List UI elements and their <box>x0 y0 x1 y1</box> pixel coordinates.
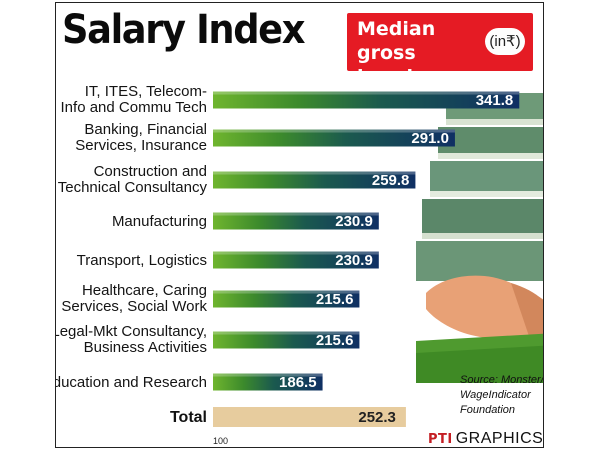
bar <box>213 251 379 269</box>
page-title: Salary Index <box>62 7 305 53</box>
pti-graphics-credit: PTI GRAPHICS <box>428 430 544 447</box>
total-bar <box>213 407 406 427</box>
axis-tick-label: 100 <box>213 436 228 446</box>
category-label: Healthcare, Caring Services, Social Work <box>61 282 207 315</box>
total-value-label: 252.3 <box>358 409 396 426</box>
category-label: Banking, Financial Services, Insurance <box>75 121 207 154</box>
value-label: 259.8 <box>372 172 410 189</box>
bar-highlight <box>213 171 416 175</box>
bar <box>213 212 379 230</box>
category-label: Transport, Logistics <box>77 252 207 269</box>
bar-highlight <box>213 373 323 377</box>
bar-highlight <box>213 251 379 255</box>
bar <box>213 171 416 189</box>
pti-logo: PTI <box>428 432 453 447</box>
bar-highlight <box>213 91 520 95</box>
value-label: 230.9 <box>335 213 373 230</box>
category-label: IT, ITES, Telecom-Info and Commu Tech <box>61 83 207 116</box>
value-label: 215.6 <box>316 332 354 349</box>
value-label: 186.5 <box>279 374 317 391</box>
bar-highlight <box>213 331 360 335</box>
category-label: Education and Research <box>56 374 207 391</box>
infographic-frame: Salary Index Median gross hourly salary … <box>55 2 544 448</box>
value-label: 215.6 <box>316 291 354 308</box>
bar <box>213 331 360 349</box>
value-label: 341.8 <box>476 92 514 109</box>
category-label: Construction and Technical Consultancy <box>58 163 208 196</box>
category-label: Legal-Mkt Consultancy, Business Activitie… <box>56 323 207 356</box>
bar-highlight <box>213 129 455 133</box>
unit-badge: (in₹) <box>485 28 525 55</box>
bar <box>213 129 455 147</box>
source-note: Source: Monster/ WageIndicator Foundatio… <box>460 374 544 416</box>
bar-highlight <box>213 290 360 294</box>
bar <box>213 91 520 109</box>
grass-ground <box>416 333 543 383</box>
value-label: 230.9 <box>335 252 373 269</box>
category-label: Manufacturing <box>112 213 207 230</box>
bar <box>213 290 360 308</box>
total-label: Total <box>170 409 207 426</box>
credit-text: GRAPHICS <box>455 430 544 447</box>
salary-bar-chart: IT, ITES, Telecom-Info and Commu Tech 341… <box>56 83 520 446</box>
bar <box>213 373 323 391</box>
value-label: 291.0 <box>411 130 449 147</box>
bar-highlight <box>213 212 379 216</box>
